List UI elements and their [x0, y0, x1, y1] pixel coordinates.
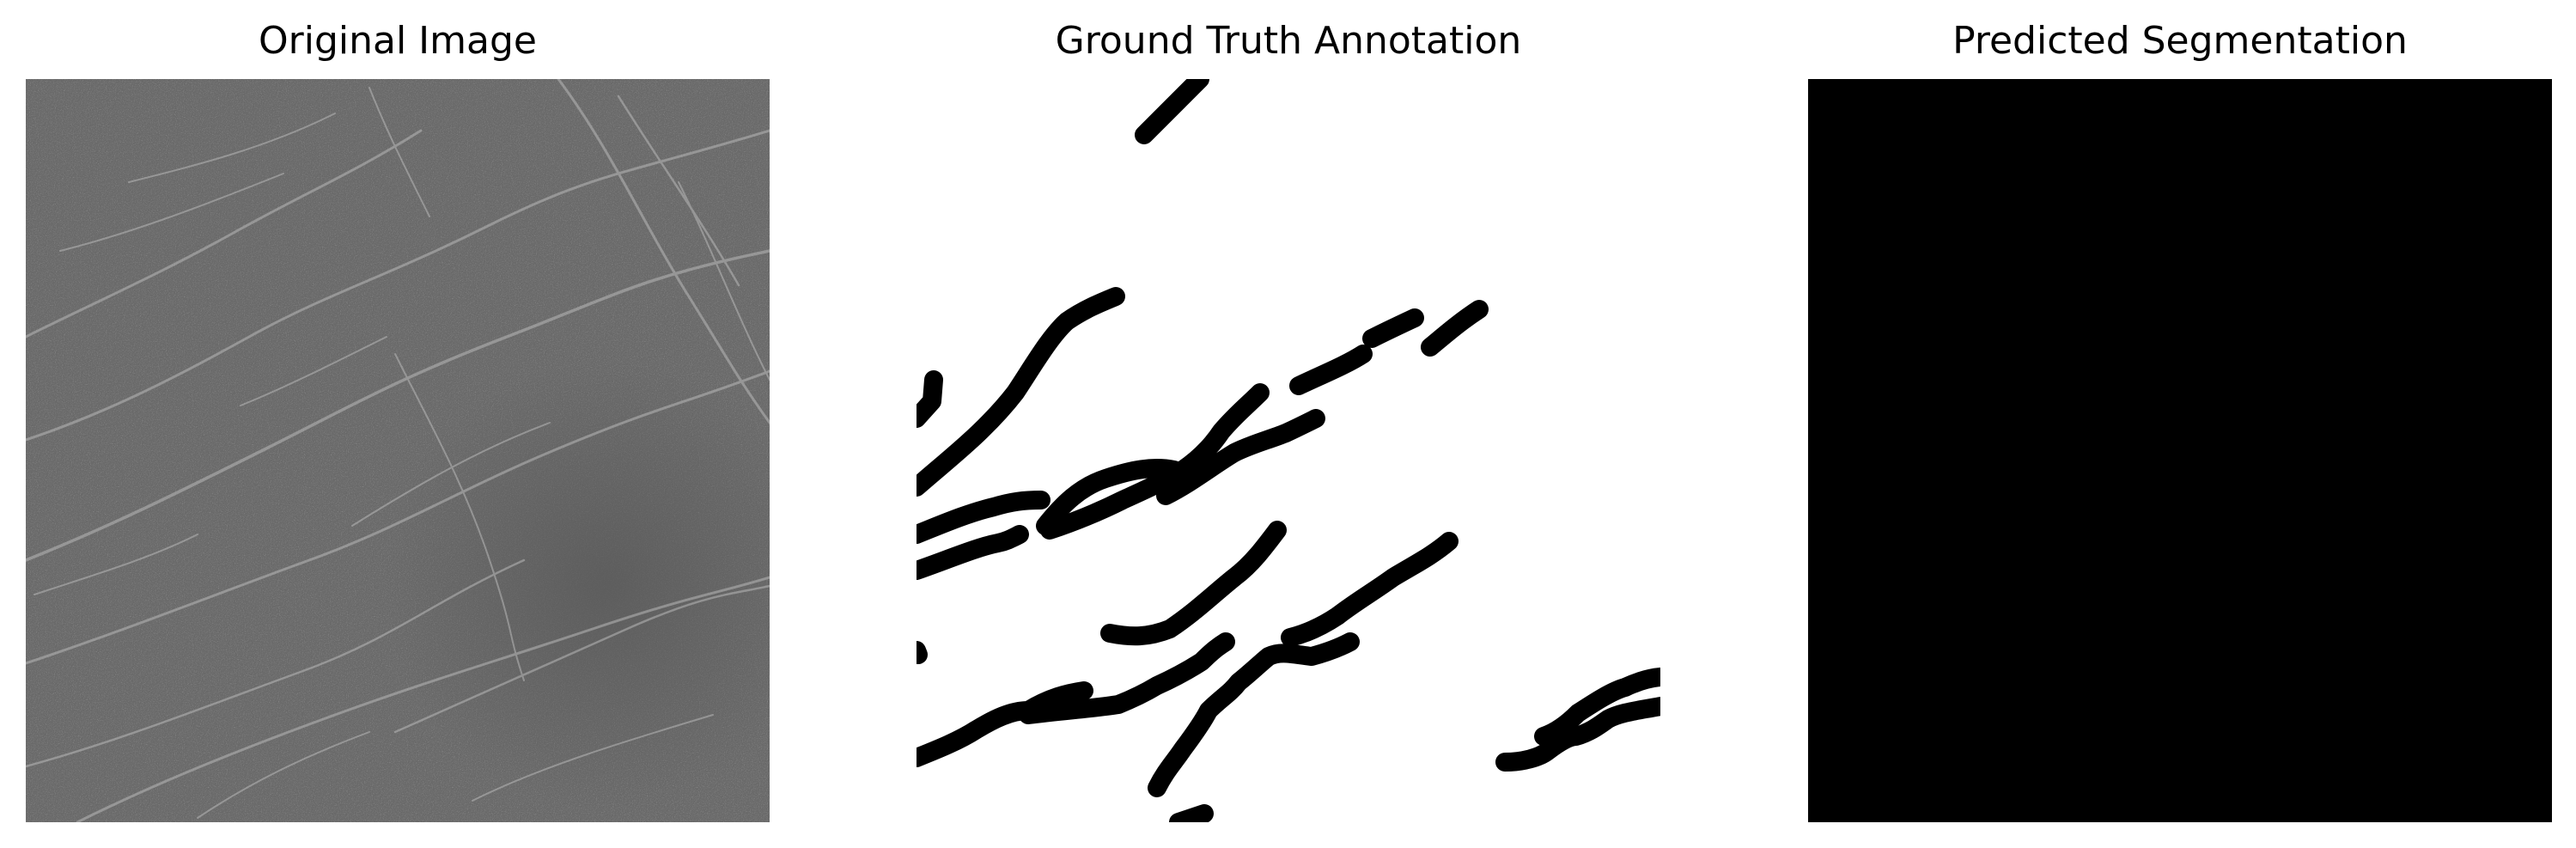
panel-ground-truth: Ground Truth Annotation: [917, 0, 1660, 848]
ground-truth-mask: [917, 79, 1660, 822]
panel-title-ground-truth: Ground Truth Annotation: [1055, 19, 1522, 63]
panel-predicted-segmentation: Predicted Segmentation: [1808, 0, 2552, 848]
panel-original-image: Original Image: [26, 0, 770, 848]
panel-title-original: Original Image: [259, 19, 537, 63]
predicted-mask: [1808, 79, 2552, 822]
original-image: [26, 79, 770, 822]
panel-title-predicted: Predicted Segmentation: [1952, 19, 2408, 63]
